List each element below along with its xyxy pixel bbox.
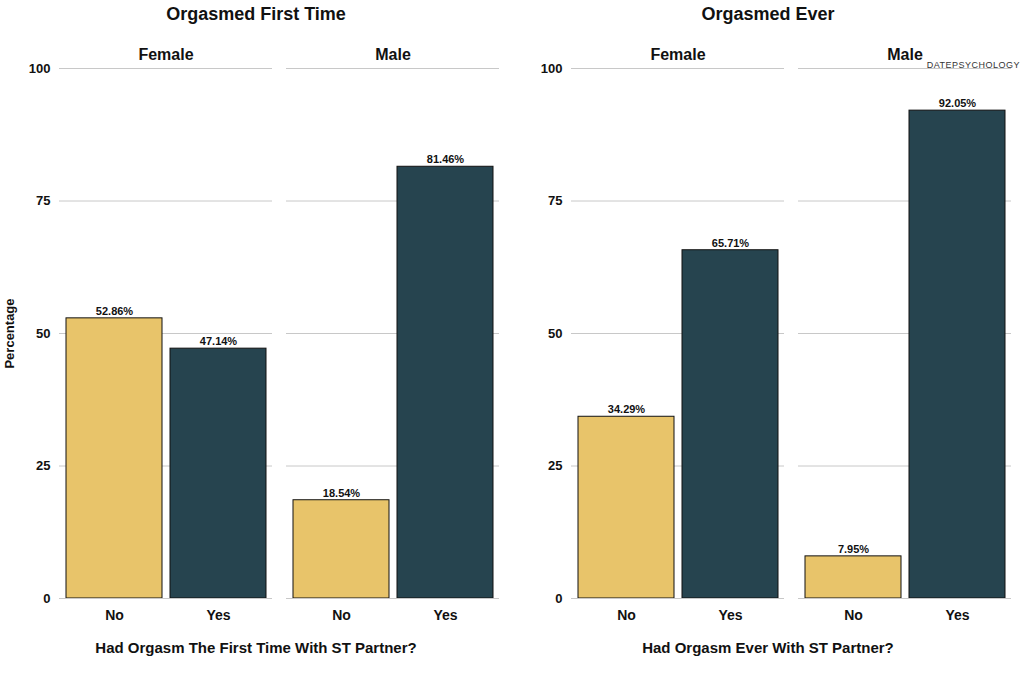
svg-text:18.54%: 18.54% (323, 487, 361, 499)
svg-text:Yes: Yes (945, 607, 969, 623)
svg-text:Yes: Yes (206, 607, 230, 623)
html-text:Orgasmed Ever: Orgasmed Ever (701, 4, 835, 24)
svg-text:100: 100 (541, 61, 563, 76)
svg-text:7.95%: 7.95% (838, 543, 869, 555)
svg-text:No: No (617, 607, 636, 623)
svg-text:No: No (105, 607, 124, 623)
html-text:Had Orgasm Ever With ST Partne: Had Orgasm Ever With ST Partner? (642, 639, 894, 656)
svg-text:25: 25 (36, 458, 50, 473)
svg-text:Male: Male (375, 46, 411, 63)
svg-text:No: No (332, 607, 351, 623)
svg-text:0: 0 (43, 591, 50, 606)
svg-text:No: No (844, 607, 863, 623)
html-text:Orgasmed First Time: Orgasmed First Time (166, 4, 346, 24)
svg-text:100: 100 (29, 61, 51, 76)
svg-text:50: 50 (36, 326, 50, 341)
svg-text:Percentage: Percentage (2, 298, 17, 368)
svg-text:34.29%: 34.29% (608, 403, 646, 415)
svg-text:Yes: Yes (718, 607, 742, 623)
svg-text:65.71%: 65.71% (712, 237, 750, 249)
svg-text:75: 75 (36, 193, 50, 208)
svg-text:47.14%: 47.14% (200, 335, 238, 347)
svg-text:0: 0 (555, 591, 562, 606)
svg-text:75: 75 (548, 193, 562, 208)
svg-text:52.86%: 52.86% (96, 305, 134, 317)
svg-text:92.05%: 92.05% (939, 97, 977, 109)
svg-text:Female: Female (650, 46, 705, 63)
svg-text:Yes: Yes (433, 607, 457, 623)
svg-text:81.46%: 81.46% (427, 153, 465, 165)
html-text:DATEPSYCHOLOGY: DATEPSYCHOLOGY (926, 60, 1020, 70)
html-text:Had Orgasm The First Time With: Had Orgasm The First Time With ST Partne… (95, 639, 417, 656)
svg-text:25: 25 (548, 458, 562, 473)
svg-text:Female: Female (138, 46, 193, 63)
svg-text:50: 50 (548, 326, 562, 341)
svg-text:Male: Male (887, 46, 923, 63)
